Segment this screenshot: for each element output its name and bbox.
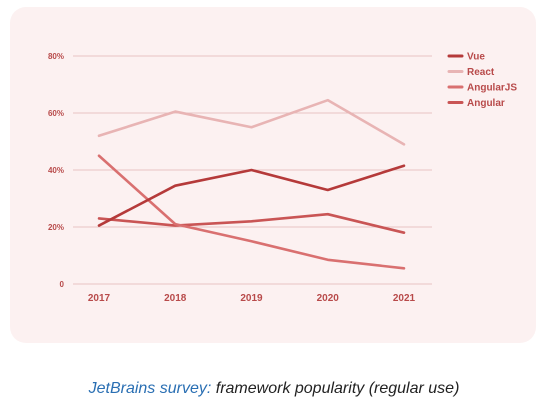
x-axis-ticks: 2017 2018 2019 2020 2021 (88, 293, 416, 304)
caption-link[interactable]: JetBrains survey: (88, 380, 212, 397)
legend-label: React (467, 67, 495, 78)
y-tick-label: 80% (48, 52, 64, 61)
x-tick-label: 2020 (317, 293, 340, 304)
legend-label: Angular (467, 98, 505, 109)
legend: Vue React AngularJS Angular (447, 52, 517, 109)
y-tick-label: 60% (48, 109, 64, 118)
x-tick-label: 2021 (393, 293, 416, 304)
y-tick-label: 20% (48, 223, 64, 232)
caption-text: framework popularity (regular use) (211, 380, 460, 397)
legend-label: AngularJS (467, 83, 517, 94)
x-tick-label: 2019 (240, 293, 263, 304)
line-chart: 0 20% 40% 60% 80% 2017 2018 2019 2020 2021 Vue Re… (48, 52, 517, 305)
series-line-angular (97, 212, 406, 234)
series-lines (97, 98, 406, 270)
series-line-angularjs (97, 154, 406, 270)
x-tick-label: 2017 (88, 293, 111, 304)
figure-caption: JetBrains survey: framework popularity (… (0, 380, 548, 398)
series-line-vue (97, 164, 406, 227)
y-tick-label: 0 (60, 280, 65, 289)
series-line-react (97, 98, 406, 146)
legend-label: Vue (467, 52, 485, 63)
x-tick-label: 2018 (164, 293, 187, 304)
y-tick-label: 40% (48, 166, 64, 175)
y-axis-ticks: 0 20% 40% 60% 80% (48, 52, 65, 289)
